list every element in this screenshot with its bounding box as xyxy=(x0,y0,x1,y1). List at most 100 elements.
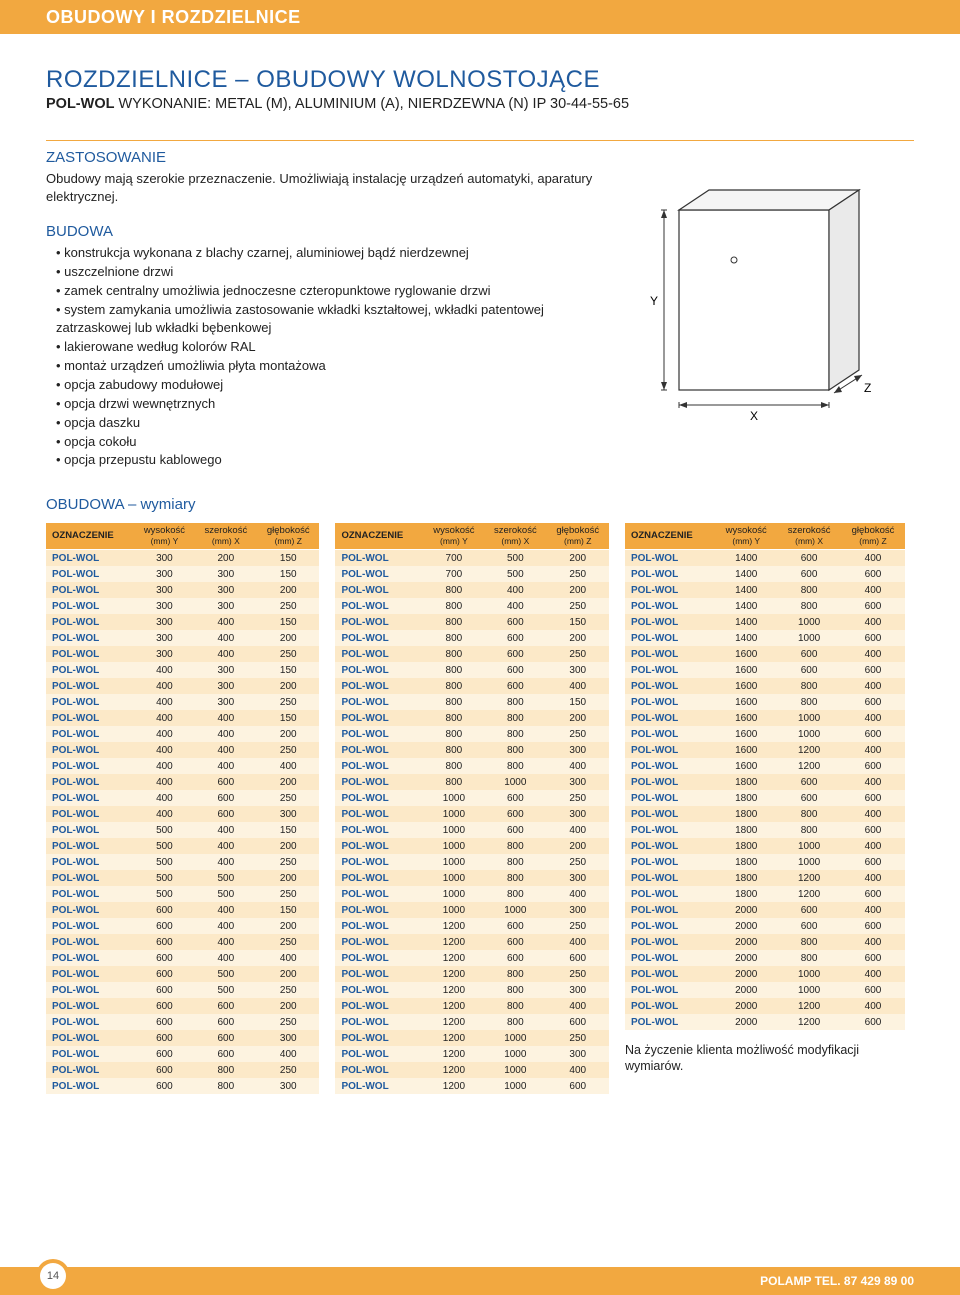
table-row: POL-WOL10001000300 xyxy=(335,902,608,918)
budowa-label: BUDOWA xyxy=(46,223,594,240)
col-y: wysokość(mm) Y xyxy=(134,523,194,549)
table-row: POL-WOL16001000600 xyxy=(625,726,905,742)
table-row: POL-WOL600500200 xyxy=(46,966,319,982)
dimensions-label: OBUDOWA – wymiary xyxy=(46,496,914,513)
page-subtitle: POL-WOL WYKONANIE: METAL (M), ALUMINIUM … xyxy=(46,96,914,112)
table-row: POL-WOL1200800300 xyxy=(335,982,608,998)
table-row: POL-WOL800400200 xyxy=(335,582,608,598)
table-row: POL-WOL14001000600 xyxy=(625,630,905,646)
table-row: POL-WOL600400250 xyxy=(46,934,319,950)
table-row: POL-WOL500500250 xyxy=(46,886,319,902)
table-row: POL-WOL16001000400 xyxy=(625,710,905,726)
table-row: POL-WOL600800300 xyxy=(46,1078,319,1094)
budowa-item: lakierowane według kolorów RAL xyxy=(56,338,594,357)
budowa-item: system zamykania umożliwia zastosowanie … xyxy=(56,301,594,339)
table-row: POL-WOL400300150 xyxy=(46,662,319,678)
table-row: POL-WOL300300200 xyxy=(46,582,319,598)
budowa-item: opcja cokołu xyxy=(56,433,594,452)
table-row: POL-WOL1400800600 xyxy=(625,598,905,614)
table-row: POL-WOL600400400 xyxy=(46,950,319,966)
table3-wrap: OZNACZENIEwysokość(mm) Yszerokość(mm) Xg… xyxy=(625,523,914,1074)
table-row: POL-WOL800400250 xyxy=(335,598,608,614)
table-row: POL-WOL1600600400 xyxy=(625,646,905,662)
table-row: POL-WOL20001000600 xyxy=(625,982,905,998)
table-row: POL-WOL2000800400 xyxy=(625,934,905,950)
table-row: POL-WOL2000600600 xyxy=(625,918,905,934)
page-title: ROZDZIELNICE – OBUDOWY WOLNOSTOJĄCE xyxy=(46,66,914,94)
table-row: POL-WOL1400600600 xyxy=(625,566,905,582)
table-row: POL-WOL18001200400 xyxy=(625,870,905,886)
table-row: POL-WOL14001000400 xyxy=(625,614,905,630)
table-row: POL-WOL800800150 xyxy=(335,694,608,710)
budowa-item: opcja drzwi wewnętrznych xyxy=(56,395,594,414)
table-row: POL-WOL1200600250 xyxy=(335,918,608,934)
page: OBUDOWY I ROZDZIELNICE ROZDZIELNICE – OB… xyxy=(0,0,960,1295)
table-row: POL-WOL1800600400 xyxy=(625,774,905,790)
table-row: POL-WOL400300250 xyxy=(46,694,319,710)
table-row: POL-WOL20001200600 xyxy=(625,1014,905,1030)
header-title: OBUDOWY I ROZDZIELNICE xyxy=(46,7,301,28)
table-row: POL-WOL16001200400 xyxy=(625,742,905,758)
table-row: POL-WOL600600250 xyxy=(46,1014,319,1030)
col-oznaczenie: OZNACZENIE xyxy=(625,523,715,549)
table-row: POL-WOL1800800400 xyxy=(625,806,905,822)
table-row: POL-WOL700500250 xyxy=(335,566,608,582)
table-row: POL-WOL300200150 xyxy=(46,550,319,567)
zastosowanie-text: Obudowy mają szerokie przeznaczenie. Umo… xyxy=(46,170,594,205)
table-row: POL-WOL800600250 xyxy=(335,646,608,662)
note-text: Na życzenie klienta możliwość modyfikacj… xyxy=(625,1042,914,1075)
table-row: POL-WOL12001000300 xyxy=(335,1046,608,1062)
table-row: POL-WOL600500250 xyxy=(46,982,319,998)
table-row: POL-WOL500400250 xyxy=(46,854,319,870)
table-row: POL-WOL8001000300 xyxy=(335,774,608,790)
z-label: Z xyxy=(864,381,871,395)
table-row: POL-WOL2000600400 xyxy=(625,902,905,918)
table-row: POL-WOL500400200 xyxy=(46,838,319,854)
table-row: POL-WOL600600300 xyxy=(46,1030,319,1046)
col-z: głębokość(mm) Z xyxy=(547,523,609,549)
budowa-item: opcja przepustu kablowego xyxy=(56,451,594,470)
table-row: POL-WOL400600300 xyxy=(46,806,319,822)
col-z: głębokość(mm) Z xyxy=(841,523,905,549)
table-row: POL-WOL1600800600 xyxy=(625,694,905,710)
table-row: POL-WOL1800800600 xyxy=(625,822,905,838)
col-oznaczenie: OZNACZENIE xyxy=(46,523,134,549)
footer-bar: POLAMP TEL. 87 429 89 00 xyxy=(0,1267,960,1295)
table-row: POL-WOL1000800200 xyxy=(335,838,608,854)
table-row: POL-WOL800800250 xyxy=(335,726,608,742)
table-row: POL-WOL1000800250 xyxy=(335,854,608,870)
dim-table-3: OZNACZENIEwysokość(mm) Yszerokość(mm) Xg… xyxy=(625,523,905,1030)
page-number: 14 xyxy=(40,1263,66,1289)
table-row: POL-WOL1000800400 xyxy=(335,886,608,902)
table-row: POL-WOL1200800250 xyxy=(335,966,608,982)
table-row: POL-WOL1400800400 xyxy=(625,582,905,598)
table-row: POL-WOL700500200 xyxy=(335,550,608,567)
table-row: POL-WOL400400200 xyxy=(46,726,319,742)
dim-table-2: OZNACZENIEwysokość(mm) Yszerokość(mm) Xg… xyxy=(335,523,608,1094)
table-row: POL-WOL400400250 xyxy=(46,742,319,758)
budowa-item: uszczelnione drzwi xyxy=(56,263,594,282)
table-row: POL-WOL800600400 xyxy=(335,678,608,694)
table-row: POL-WOL800800400 xyxy=(335,758,608,774)
table-row: POL-WOL1000600250 xyxy=(335,790,608,806)
enclosure-diagram: Y X Z xyxy=(634,180,894,440)
table-row: POL-WOL400400150 xyxy=(46,710,319,726)
table-row: POL-WOL600400150 xyxy=(46,902,319,918)
col-x: szerokość(mm) X xyxy=(195,523,257,549)
col-x: szerokość(mm) X xyxy=(484,523,546,549)
col-y: wysokość(mm) Y xyxy=(424,523,484,549)
budowa-item: zamek centralny umożliwia jednoczesne cz… xyxy=(56,282,594,301)
table-row: POL-WOL800800300 xyxy=(335,742,608,758)
col-oznaczenie: OZNACZENIE xyxy=(335,523,423,549)
table-row: POL-WOL500500200 xyxy=(46,870,319,886)
zastosowanie-label: ZASTOSOWANIE xyxy=(46,149,594,166)
subtitle-rest: WYKONANIE: METAL (M), ALUMINIUM (A), NIE… xyxy=(114,96,629,112)
col-z: głębokość(mm) Z xyxy=(257,523,319,549)
table-row: POL-WOL12001000600 xyxy=(335,1078,608,1094)
header-bar: OBUDOWY I ROZDZIELNICE xyxy=(0,0,960,34)
table-row: POL-WOL1200600400 xyxy=(335,934,608,950)
budowa-item: opcja zabudowy modułowej xyxy=(56,376,594,395)
table-row: POL-WOL800800200 xyxy=(335,710,608,726)
table-row: POL-WOL500400150 xyxy=(46,822,319,838)
table-row: POL-WOL20001000400 xyxy=(625,966,905,982)
